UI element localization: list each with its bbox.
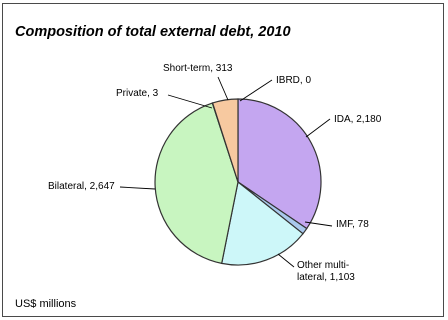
- slice-label-other-multi-lateral-line-2: lateral, 1,103: [297, 272, 355, 283]
- pie-slice-other-multi-lateral: [220, 180, 304, 266]
- leader-line-bilateral: [119, 186, 156, 190]
- slice-label-ibrd: IBRD, 0: [276, 75, 311, 86]
- slice-label-imf: IMF, 78: [336, 219, 369, 230]
- leader-line-imf: [304, 221, 333, 227]
- slice-label-other-multi-lateral-line-1: Other multi-: [297, 260, 349, 271]
- leader-line-other-multi-lateral: [277, 253, 295, 268]
- pie-slice-short-term: [211, 98, 239, 183]
- chart-title: Composition of total external debt, 2010: [15, 24, 291, 40]
- leader-line-short-term: [217, 76, 229, 101]
- chart-frame: Composition of total external debt, 2010…: [2, 3, 444, 317]
- pie-slice-ida: [237, 98, 322, 230]
- leader-line-ida: [305, 118, 331, 138]
- pie-slice-bilateral: [154, 102, 239, 265]
- unit-note: US$ millions: [15, 298, 77, 310]
- leader-line-private: [167, 94, 213, 109]
- slice-label-private: Private, 3: [116, 88, 159, 99]
- leader-line-ibrd: [239, 79, 273, 102]
- slice-label-short-term: Short-term, 313: [163, 63, 233, 74]
- slice-label-ida: IDA, 2,180: [334, 114, 382, 125]
- slice-label-bilateral: Bilateral, 2,647: [48, 181, 115, 192]
